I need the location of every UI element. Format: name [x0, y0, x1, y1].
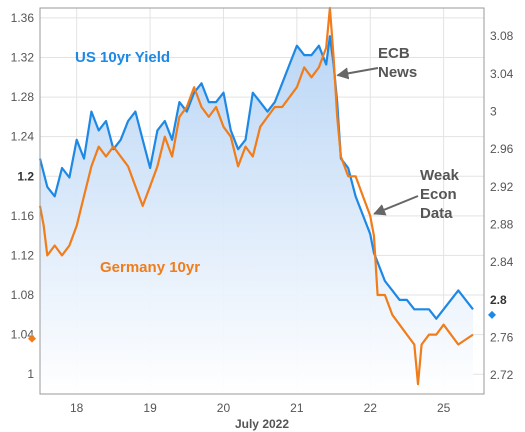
annotation-line: ECB — [378, 45, 410, 62]
annotation-line: Weak — [420, 167, 460, 184]
x-tick-label: 20 — [217, 401, 231, 415]
tick-labels: 1 1.04 1.08 1.12 1.16 1.2 1.24 1.28 1.32 1.36 2.72… — [11, 11, 514, 415]
x-tick-label: 21 — [290, 401, 304, 415]
annotation-arrow — [336, 67, 379, 80]
annotation-arrow — [373, 195, 419, 216]
right-tick-label: 2.72 — [490, 368, 514, 382]
plot-frame — [39, 7, 485, 395]
right-tick-label: 2.8 — [490, 293, 507, 307]
series-line — [38, 35, 474, 320]
left-tick-label: 1.08 — [11, 288, 35, 302]
axis-end-markers — [28, 310, 496, 343]
left-tick-label: 1.24 — [11, 130, 35, 144]
right-tick-label: 2.92 — [490, 180, 514, 194]
right-tick-label: 3.04 — [490, 67, 514, 81]
series-labels: US 10yr Yield Germany 10yr — [75, 49, 200, 276]
right-tick-label: 3.08 — [490, 29, 514, 43]
annotation-text: Weak Econ Data — [420, 167, 460, 222]
left-tick-label: 1.12 — [11, 248, 35, 262]
left-tick-label: 1.16 — [11, 209, 35, 223]
us-end-marker — [488, 310, 496, 319]
x-axis-label: July 2022 — [235, 417, 289, 431]
x-tick-label: 25 — [437, 401, 451, 415]
series-lines — [38, 6, 474, 386]
left-tick-label: 1.32 — [11, 50, 35, 64]
right-tick-label: 2.96 — [490, 142, 514, 156]
left-tick-label: 1 — [27, 367, 34, 381]
left-tick-label: 1.36 — [11, 11, 35, 25]
x-tick-label: 19 — [143, 401, 157, 415]
us-series-label: US 10yr Yield — [75, 49, 170, 66]
right-tick-label: 2.76 — [490, 331, 514, 345]
annotation-line: Econ — [420, 186, 457, 203]
series-areas — [40, 36, 473, 394]
annotation-line: Data — [420, 205, 453, 222]
series-line — [38, 6, 474, 386]
x-tick-label: 18 — [70, 401, 84, 415]
left-tick-label: 1.2 — [17, 169, 34, 183]
germany-series-label: Germany 10yr — [100, 259, 200, 276]
annotation-text: ECB News — [378, 45, 417, 81]
annotation-line: News — [378, 64, 417, 81]
x-tick-label: 22 — [364, 401, 378, 415]
germany-end-marker — [28, 334, 36, 343]
series-area — [40, 36, 473, 394]
left-tick-label: 1.28 — [11, 90, 35, 104]
annotations: ECB News Weak Econ Data — [336, 45, 460, 222]
right-tick-label: 2.84 — [490, 255, 514, 269]
right-tick-label: 3 — [490, 105, 497, 119]
left-tick-label: 1.04 — [11, 328, 35, 342]
right-tick-label: 2.88 — [490, 218, 514, 232]
